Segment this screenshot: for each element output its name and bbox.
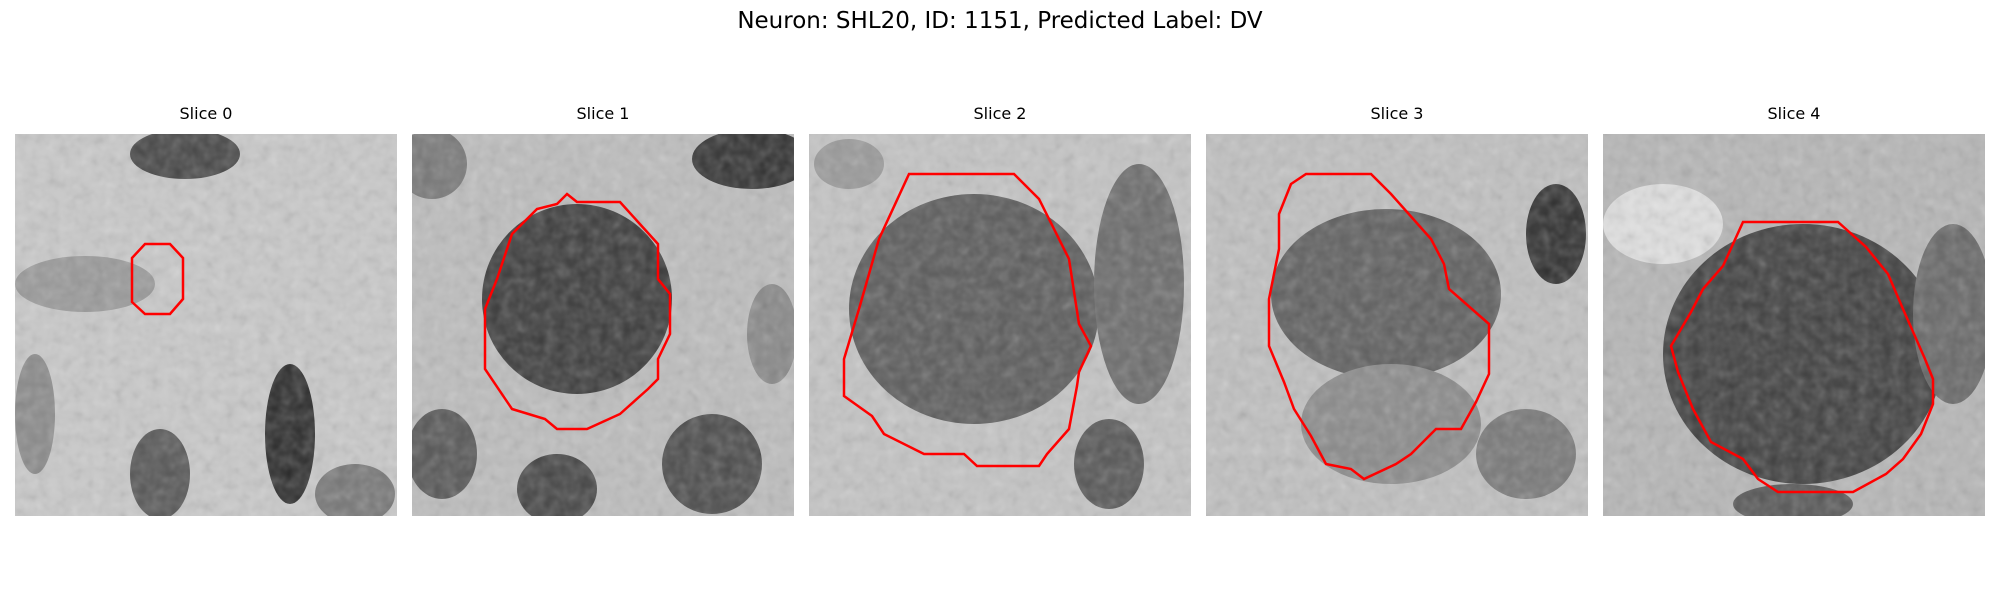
- contour-outline: [483, 192, 672, 431]
- slice-title: Slice 3: [1370, 104, 1424, 123]
- slice-title: Slice 2: [973, 104, 1027, 123]
- slice-image: [1206, 134, 1588, 516]
- slice-image: [1603, 134, 1985, 516]
- noise-texture: [1206, 134, 1588, 516]
- slice-title: Slice 4: [1767, 104, 1821, 123]
- contour-outline: [130, 242, 185, 316]
- slice-title: Slice 0: [179, 104, 233, 123]
- contour-outline: [1267, 172, 1491, 481]
- slice-image: [412, 134, 794, 516]
- slice-image: [15, 134, 397, 516]
- slice-image: [809, 134, 1191, 516]
- figure-title: Neuron: SHL20, ID: 1151, Predicted Label…: [737, 8, 1263, 34]
- slice-title: Slice 1: [576, 104, 630, 123]
- noise-texture: [412, 134, 794, 516]
- noise-texture: [809, 134, 1191, 516]
- noise-texture: [1603, 134, 1985, 516]
- contour-outline: [1669, 220, 1935, 494]
- contour-outline: [842, 172, 1093, 468]
- noise-texture: [15, 134, 397, 516]
